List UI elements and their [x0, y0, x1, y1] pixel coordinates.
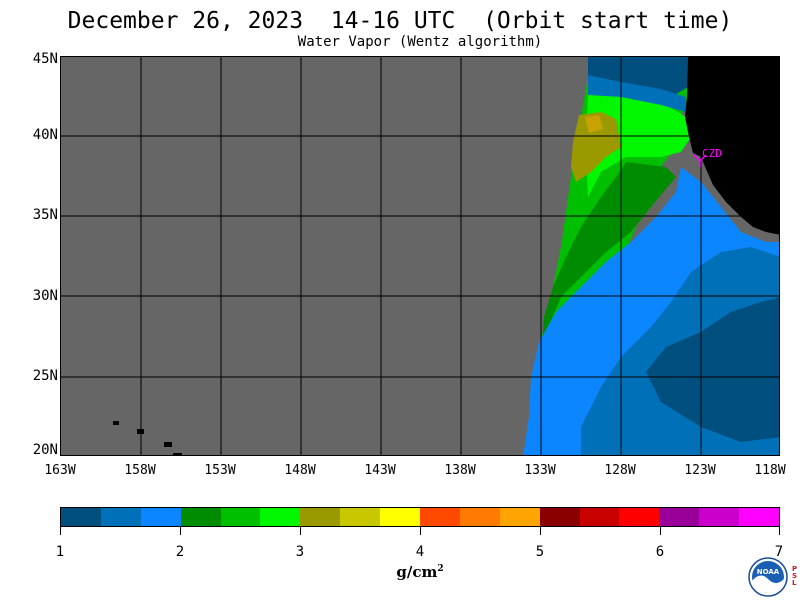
colorbar-tick — [779, 527, 780, 535]
lon-label-148w: 148W — [284, 463, 316, 478]
colorbar-label-5: 5 — [535, 544, 545, 560]
lat-label-45n: 45N — [32, 51, 58, 67]
lon-label-118w: 118W — [754, 463, 786, 478]
lat-label-25n: 25N — [32, 368, 58, 384]
colorbar-segment — [140, 508, 181, 526]
island-hawaii — [173, 453, 182, 455]
station-marker-czd: CZD — [693, 147, 722, 167]
colorbar-label-6: 6 — [655, 544, 665, 560]
noaa-logo-icon: NOAA — [748, 557, 788, 597]
lon-label-138w: 138W — [444, 463, 476, 478]
lon-label-123w: 123W — [684, 463, 716, 478]
graticule — [61, 57, 779, 455]
lon-label-128w: 128W — [604, 463, 636, 478]
map-svg: CZD — [61, 57, 779, 455]
colorbar-segment — [61, 508, 101, 526]
colorbar-segment — [220, 508, 261, 526]
lat-label-40n: 40N — [32, 127, 58, 143]
colorbar-tick — [300, 527, 301, 535]
colorbar-segment — [420, 508, 460, 526]
swath-olive-core-2 — [585, 115, 603, 133]
lon-label-153w: 153W — [204, 463, 236, 478]
swath-dark-green — [541, 162, 676, 357]
colorbar-segment — [300, 508, 341, 526]
page-title: December 26, 2023 14-16 UTC (Orbit start… — [67, 8, 733, 34]
colorbar-label-3: 3 — [295, 544, 305, 560]
colorbar-segment — [619, 508, 660, 526]
logo-text: NOAA — [757, 568, 780, 576]
swath-olive-core — [571, 112, 621, 182]
land-california — [685, 57, 779, 235]
lon-label-163w: 163W — [44, 463, 76, 478]
colorbar-tick — [180, 527, 181, 535]
colorbar-segment — [539, 508, 580, 526]
lon-label-143w: 143W — [364, 463, 396, 478]
colorbar-segment — [459, 508, 500, 526]
island-kauai — [113, 421, 119, 425]
swath-north-blue — [588, 75, 686, 112]
page-subtitle: Water Vapor (Wentz algorithm) — [297, 34, 543, 50]
lon-label-158w: 158W — [124, 463, 156, 478]
lat-label-20n: 20N — [32, 442, 58, 458]
colorbar-segment — [380, 508, 421, 526]
lon-label-133w: 133W — [524, 463, 556, 478]
unit-exponent: 2 — [437, 564, 444, 574]
colorbar — [60, 507, 780, 527]
colorbar-tick — [420, 527, 421, 535]
colorbar-label-7: 7 — [774, 544, 784, 560]
lat-label-30n: 30N — [32, 288, 58, 304]
unit-text: g/cm — [396, 563, 438, 581]
colorbar-segment — [260, 508, 301, 526]
colorbar-label-1: 1 — [55, 544, 65, 560]
colorbar-segment — [340, 508, 381, 526]
colorbar-tick — [540, 527, 541, 535]
colorbar-label-2: 2 — [175, 544, 185, 560]
colorbar-tick — [660, 527, 661, 535]
colorbar-segment — [499, 508, 540, 526]
swath-dark-blue — [646, 297, 779, 442]
colorbar-segment — [699, 508, 740, 526]
water-vapor-map: CZD — [60, 56, 780, 456]
colorbar-unit: g/cm2 — [0, 563, 800, 581]
colorbar-tick — [60, 527, 61, 535]
colorbar-segment — [100, 508, 141, 526]
colorbar-segment — [659, 508, 700, 526]
colorbar-label-4: 4 — [415, 544, 425, 560]
colorbar-segment — [180, 508, 221, 526]
lat-label-35n: 35N — [32, 207, 58, 223]
station-label: CZD — [702, 147, 722, 160]
colorbar-segment — [739, 508, 780, 526]
colorbar-segment — [579, 508, 620, 526]
island-maui — [164, 442, 172, 447]
